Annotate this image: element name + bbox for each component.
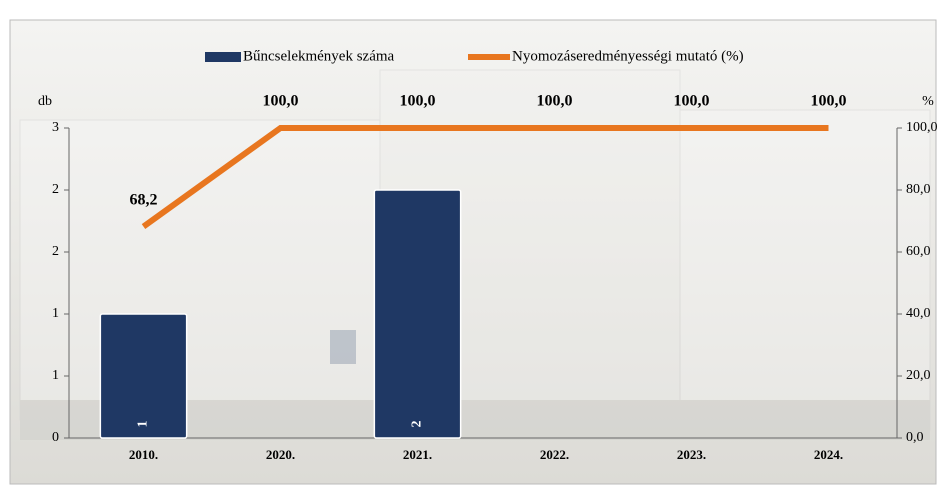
- line-value-label: 100,0: [674, 93, 710, 110]
- bar: [374, 190, 460, 438]
- x-tick-label: 2021.: [403, 447, 432, 462]
- y2-tick-label: 100,0: [906, 120, 938, 135]
- y-tick-label: 3: [52, 120, 59, 135]
- y-tick-label: 2: [52, 244, 59, 259]
- y-tick-label: 1: [52, 368, 59, 383]
- line-value-label: 100,0: [400, 93, 436, 110]
- y-axis-title: db: [38, 94, 52, 109]
- y-tick-label: 0: [52, 430, 59, 445]
- y2-tick-label: 0,0: [906, 430, 924, 445]
- line-value-label: 100,0: [811, 93, 847, 110]
- y2-tick-label: 80,0: [906, 182, 931, 197]
- y-tick-label: 2: [52, 182, 59, 197]
- y2-tick-label: 40,0: [906, 306, 931, 321]
- x-tick-label: 2024.: [814, 447, 843, 462]
- legend-swatch: [205, 52, 241, 62]
- bar: [100, 314, 186, 438]
- x-tick-label: 2022.: [540, 447, 569, 462]
- x-tick-label: 2010.: [129, 447, 158, 462]
- bar-value-label: 2: [410, 421, 425, 428]
- y2-tick-label: 20,0: [906, 368, 931, 383]
- bar-value-label: 1: [136, 421, 151, 428]
- chart: db % 0 1 1 2 2 3 0,0 20,0 40,0 60,0 80,0 100,0 2010.…: [0, 0, 946, 486]
- y2-axis-title: %: [922, 94, 934, 109]
- line-value-label: 100,0: [263, 93, 299, 110]
- line-value-label: 100,0: [537, 93, 573, 110]
- x-tick-label: 2020.: [266, 447, 295, 462]
- legend-label: Bűncselekmények száma: [243, 48, 395, 64]
- line-value-label: 68,2: [130, 191, 158, 208]
- y-tick-label: 1: [52, 306, 59, 321]
- x-tick-label: 2023.: [677, 447, 706, 462]
- legend-label: Nyomozáseredményességi mutató (%): [512, 48, 744, 64]
- y2-tick-label: 60,0: [906, 244, 931, 259]
